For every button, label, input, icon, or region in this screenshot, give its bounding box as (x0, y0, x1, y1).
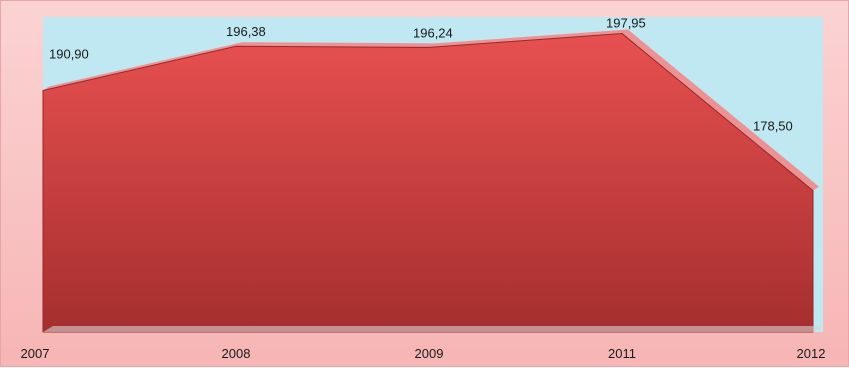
x-tick-label: 2009 (415, 346, 444, 361)
data-label: 178,50 (753, 119, 793, 134)
x-tick-label: 2008 (222, 346, 251, 361)
data-label: 190,90 (49, 47, 89, 62)
data-label: 196,38 (226, 24, 266, 39)
x-tick-label: 2011 (608, 346, 636, 361)
x-tick-label: 2007 (21, 346, 50, 361)
data-label: 196,24 (413, 25, 453, 40)
x-tick-label: 2012 (797, 346, 826, 361)
data-label: 197,95 (606, 16, 646, 31)
plot-floor (43, 326, 823, 332)
